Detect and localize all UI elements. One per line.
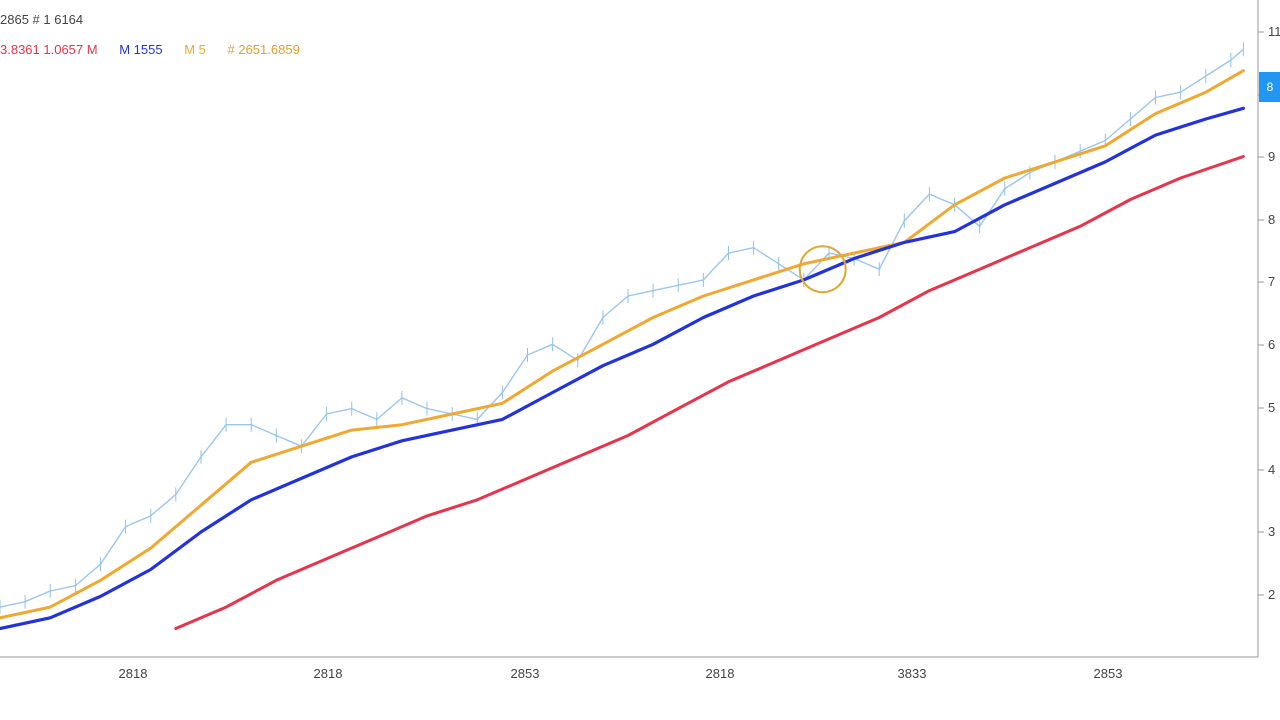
- x-tick-label: 2818: [706, 666, 735, 681]
- y-tick-label: 6: [1268, 337, 1275, 352]
- y-tick-label: 11: [1268, 24, 1280, 39]
- chart-title-row: 2865 # 1 6164: [0, 12, 101, 27]
- last-price-label: 8: [1267, 80, 1274, 94]
- x-tick-label: 2853: [511, 666, 540, 681]
- series-line-ma-fast: [0, 69, 1245, 620]
- last-price-badge: 8: [1259, 72, 1280, 102]
- series-line-price: [0, 48, 1245, 608]
- x-axis-ticks: 2818 2818 2853 2818 3833 2853: [119, 666, 1123, 681]
- y-tick-label: 2: [1268, 587, 1275, 602]
- y-tick-label: 4: [1268, 462, 1275, 477]
- y-tick-label: 9: [1268, 149, 1275, 164]
- annotation-layer: [798, 245, 847, 294]
- legend-entry-3: M 5: [184, 42, 206, 57]
- x-tick-label: 3833: [898, 666, 927, 681]
- y-tick-label: 3: [1268, 524, 1275, 539]
- y-tick-label: 8: [1268, 212, 1275, 227]
- chart-title: 2865 # 1 6164: [0, 12, 84, 27]
- y-tick-label: 7: [1268, 274, 1275, 289]
- y-axis-ticks: 234567891011: [1258, 24, 1280, 602]
- legend-entry-4: # 2651.6859: [227, 42, 300, 57]
- y-tick-label: 5: [1268, 400, 1275, 415]
- x-tick-label: 2853: [1094, 666, 1123, 681]
- series-line-ma-slow: [174, 155, 1245, 630]
- legend-row: 3.8361 1.0657 M M 1555 M 5 # 2651.6859: [0, 42, 318, 57]
- x-tick-label: 2818: [119, 666, 148, 681]
- legend-entry-2: M 1555: [119, 42, 163, 57]
- x-tick-label: 2818: [314, 666, 343, 681]
- series-line-ma-mid: [0, 106, 1246, 631]
- legend-entry-1: 3.8361 1.0657 M: [0, 42, 98, 57]
- last-price-badge-bg: [1259, 72, 1280, 102]
- annotation-circle-marker: [798, 245, 847, 294]
- series-layer: [0, 42, 1246, 631]
